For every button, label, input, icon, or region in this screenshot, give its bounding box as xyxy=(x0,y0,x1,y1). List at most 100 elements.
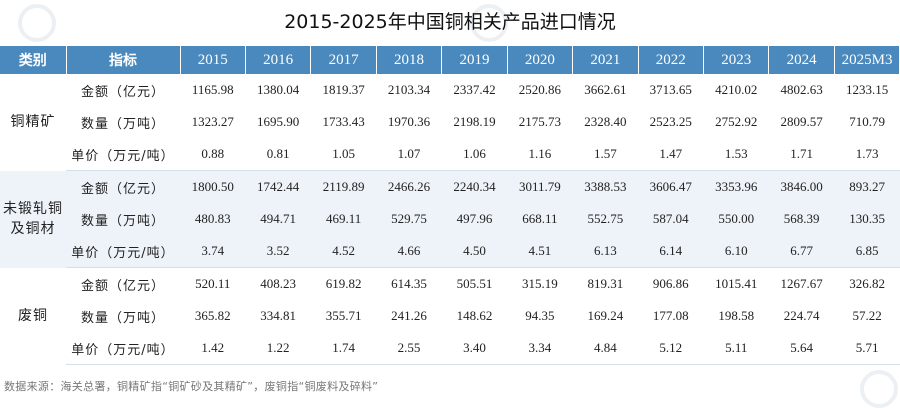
value-cell: 480.83 xyxy=(180,203,246,235)
indicator-cell: 数量（万吨） xyxy=(66,300,180,332)
value-cell: 819.31 xyxy=(572,267,639,300)
value-cell: 5.64 xyxy=(768,332,835,365)
value-cell: 1.57 xyxy=(572,138,639,171)
value-cell: 177.08 xyxy=(638,300,704,332)
value-cell: 326.82 xyxy=(834,267,900,300)
value-cell: 148.62 xyxy=(441,300,508,332)
value-cell: 2809.57 xyxy=(768,106,835,138)
value-cell: 906.86 xyxy=(638,267,704,300)
value-cell: 1800.50 xyxy=(180,170,246,203)
indicator-cell: 金额（亿元） xyxy=(66,170,180,203)
value-cell: 614.35 xyxy=(376,267,442,300)
category-label: 未锻轧铜 xyxy=(3,201,63,217)
header-year: 2022 xyxy=(638,46,705,74)
value-cell: 198.58 xyxy=(703,300,769,332)
value-cell: 1970.36 xyxy=(376,106,442,138)
category-label-line2: 及铜材 xyxy=(10,221,56,237)
value-cell: 1323.27 xyxy=(180,106,246,138)
table-row: 数量（万吨） 365.82 334.81 355.71 241.26 148.62 94.3… xyxy=(0,300,900,332)
header-year: 2015 xyxy=(180,46,246,74)
value-cell: 550.00 xyxy=(703,203,769,235)
value-cell: 3388.53 xyxy=(572,170,639,203)
value-cell: 2240.34 xyxy=(441,170,508,203)
value-cell: 1165.98 xyxy=(180,74,246,106)
value-cell: 1.73 xyxy=(834,138,900,171)
import-data-table: 类别 指标 2015 2016 2017 2018 2019 2020 2021 2022 20… xyxy=(0,46,900,365)
value-cell: 3.74 xyxy=(180,235,246,268)
value-cell: 3662.61 xyxy=(572,74,639,106)
category-label: 废铜 xyxy=(18,308,48,324)
header-year: 2019 xyxy=(441,46,508,74)
value-cell: 587.04 xyxy=(638,203,704,235)
header-year: 2024 xyxy=(768,46,835,74)
value-cell: 6.77 xyxy=(768,235,835,268)
table-header-row: 类别 指标 2015 2016 2017 2018 2019 2020 2021 2022 20… xyxy=(0,46,900,74)
value-cell: 334.81 xyxy=(245,300,311,332)
table-row: 数量（万吨） 1323.27 1695.90 1733.43 1970.36 2198.1… xyxy=(0,106,900,138)
value-cell: 1.07 xyxy=(376,138,442,171)
value-cell: 1.16 xyxy=(507,138,573,171)
header-year: 2017 xyxy=(310,46,377,74)
value-cell: 3353.96 xyxy=(703,170,769,203)
category-cell: 未锻轧铜 及铜材 xyxy=(0,170,66,268)
value-cell: 497.96 xyxy=(441,203,508,235)
value-cell: 1695.90 xyxy=(245,106,311,138)
page-title: 2015-2025年中国铜相关产品进口情况 xyxy=(284,11,616,33)
table-body: 铜精矿 金额（亿元） 1165.98 1380.04 1819.37 2103.34 233… xyxy=(0,74,900,365)
value-cell: 1819.37 xyxy=(310,74,377,106)
value-cell: 130.35 xyxy=(834,203,900,235)
value-cell: 1.06 xyxy=(441,138,508,171)
value-cell: 2198.19 xyxy=(441,106,508,138)
value-cell: 1.42 xyxy=(180,332,246,365)
table-row: 单价（万元/吨） 0.88 0.81 1.05 1.07 1.06 1.16 1.57 1.47… xyxy=(0,138,900,171)
value-cell: 4210.02 xyxy=(703,74,769,106)
value-cell: 668.11 xyxy=(507,203,573,235)
value-cell: 2752.92 xyxy=(703,106,769,138)
table-row: 铜精矿 金额（亿元） 1165.98 1380.04 1819.37 2103.34 233… xyxy=(0,74,900,171)
value-cell: 2466.26 xyxy=(376,170,442,203)
table-row: 数量（万吨） 480.83 494.71 469.11 529.75 497.96 668.… xyxy=(0,203,900,235)
value-cell: 4.66 xyxy=(376,235,442,268)
value-cell: 5.71 xyxy=(834,332,900,365)
category-label: 铜精矿 xyxy=(10,114,56,131)
value-cell: 1267.67 xyxy=(768,267,835,300)
value-cell: 552.75 xyxy=(572,203,639,235)
value-cell: 4.84 xyxy=(572,332,639,365)
header-year: 2016 xyxy=(245,46,312,74)
value-cell: 619.82 xyxy=(310,267,377,300)
value-cell: 365.82 xyxy=(180,300,246,332)
value-cell: 4802.63 xyxy=(768,74,835,106)
value-cell: 2520.86 xyxy=(507,74,573,106)
value-cell: 0.81 xyxy=(245,138,311,171)
table-row: 单价（万元/吨） 3.74 3.52 4.52 4.66 4.50 4.51 6.13 6.14… xyxy=(0,235,900,268)
value-cell: 568.39 xyxy=(768,203,835,235)
indicator-cell: 数量（万吨） xyxy=(66,203,180,235)
value-cell: 4.52 xyxy=(310,235,377,268)
indicator-cell: 金额（亿元） xyxy=(66,74,180,106)
value-cell: 2328.40 xyxy=(572,106,639,138)
value-cell: 505.51 xyxy=(441,267,508,300)
value-cell: 1742.44 xyxy=(245,170,311,203)
value-cell: 529.75 xyxy=(376,203,442,235)
value-cell: 4.51 xyxy=(507,235,573,268)
value-cell: 5.12 xyxy=(638,332,704,365)
value-cell: 57.22 xyxy=(834,300,900,332)
table-row: 单价（万元/吨） 1.42 1.22 1.74 2.55 3.40 3.34 4.84 5.12… xyxy=(0,332,900,365)
value-cell: 1.71 xyxy=(768,138,835,171)
header-year: 2018 xyxy=(376,46,443,74)
value-cell: 2.55 xyxy=(376,332,442,365)
indicator-cell: 数量（万吨） xyxy=(66,106,180,138)
value-cell: 2103.34 xyxy=(376,74,442,106)
indicator-cell: 单价（万元/吨） xyxy=(66,235,180,268)
header-year: 2020 xyxy=(507,46,574,74)
value-cell: 3.52 xyxy=(245,235,311,268)
value-cell: 1.53 xyxy=(703,138,769,171)
value-cell: 1.22 xyxy=(245,332,311,365)
value-cell: 2175.73 xyxy=(507,106,573,138)
data-table-container: 类别 指标 2015 2016 2017 2018 2019 2020 2021 2022 20… xyxy=(0,46,900,373)
source-footnote: 数据来源：海关总署，铜精矿指“铜矿砂及其精矿”，废铜指“铜废料及碎料” xyxy=(4,380,379,393)
value-cell: 2523.25 xyxy=(638,106,704,138)
value-cell: 3.40 xyxy=(441,332,508,365)
value-cell: 6.14 xyxy=(638,235,704,268)
value-cell: 494.71 xyxy=(245,203,311,235)
